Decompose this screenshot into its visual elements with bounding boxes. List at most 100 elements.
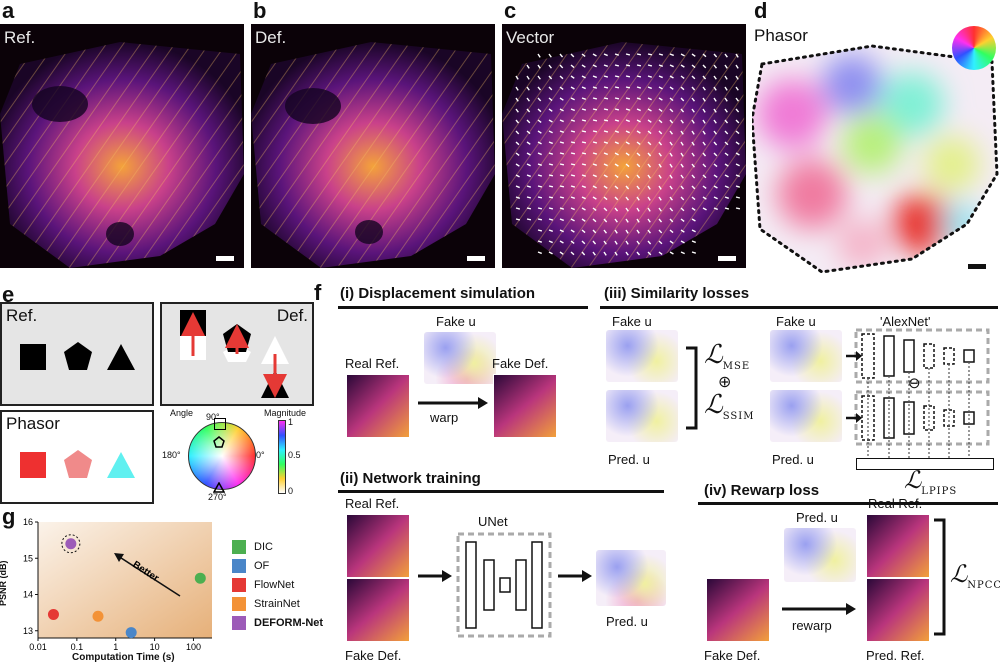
vector-arrow bbox=[647, 163, 652, 168]
vector-arrow bbox=[603, 53, 608, 57]
vector-arrow bbox=[647, 251, 652, 256]
vector-arrow bbox=[559, 163, 565, 166]
vector-arrow bbox=[559, 141, 565, 144]
fake-deformed-tile bbox=[493, 374, 557, 438]
x-tick-label: 1 bbox=[113, 642, 118, 652]
vector-arrow bbox=[548, 86, 553, 91]
vector-arrow bbox=[735, 97, 739, 102]
fake-deformed-tile-ii bbox=[346, 578, 410, 642]
vector-arrow bbox=[636, 207, 640, 212]
vector-arrow bbox=[735, 130, 740, 135]
vector-arrow bbox=[526, 218, 532, 221]
vector-arrow bbox=[680, 240, 685, 244]
vector-arrow bbox=[592, 108, 598, 111]
vector-arrow bbox=[680, 251, 685, 255]
vector-arrow bbox=[581, 152, 587, 155]
vector-arrow bbox=[603, 207, 608, 212]
vector-arrow bbox=[724, 75, 728, 80]
vector-arrow bbox=[647, 218, 651, 223]
vector-arrow bbox=[691, 108, 695, 113]
vector-arrow bbox=[735, 163, 740, 167]
chart-legend: DIC OF FlowNet StrainNet DEFORM-Net bbox=[232, 540, 323, 640]
vector-arrow bbox=[537, 229, 543, 232]
pred-u-label-ii: Pred. u bbox=[606, 614, 648, 629]
vector-arrow bbox=[658, 75, 663, 79]
vector-arrow bbox=[614, 141, 619, 145]
y-tick-label: 13 bbox=[23, 626, 33, 636]
vector-arrow bbox=[647, 174, 651, 179]
vector-arrow bbox=[526, 86, 530, 91]
y-tick-label: 15 bbox=[23, 553, 33, 563]
vector-arrow bbox=[581, 174, 587, 177]
vector-arrow bbox=[680, 207, 685, 212]
real-reference-tile-iv bbox=[866, 514, 930, 578]
vector-arrow bbox=[702, 141, 706, 146]
real-reference-tile bbox=[346, 374, 410, 438]
vector-arrow bbox=[592, 141, 598, 144]
vector-arrow bbox=[713, 196, 718, 200]
vector-arrow bbox=[548, 229, 554, 232]
fake-def-label: Fake Def. bbox=[492, 356, 549, 371]
vector-arrow bbox=[526, 207, 532, 210]
reference-label: Ref. bbox=[6, 306, 38, 325]
vector-arrow bbox=[526, 163, 531, 167]
vector-arrow bbox=[592, 163, 598, 166]
vector-arrow bbox=[680, 53, 685, 57]
vector-arrow bbox=[570, 108, 575, 112]
vector-arrow bbox=[713, 64, 718, 69]
vector-arrow bbox=[537, 240, 543, 243]
vector-arrow bbox=[559, 119, 564, 123]
square-shape bbox=[20, 344, 46, 370]
vector-arrow bbox=[614, 240, 618, 245]
lpips-subscript: LPIPS bbox=[921, 485, 958, 497]
vector-arrow bbox=[537, 141, 542, 145]
vector-arrow bbox=[603, 240, 607, 245]
vector-arrow bbox=[669, 108, 674, 113]
data-point-deform-net bbox=[65, 538, 77, 550]
vector-arrow bbox=[592, 130, 598, 133]
vector-arrow bbox=[724, 130, 729, 135]
vector-arrow bbox=[713, 207, 718, 211]
real-ref-label-iv: Real Ref. bbox=[868, 496, 923, 511]
vector-arrow bbox=[537, 163, 543, 166]
real-ref-label: Real Ref. bbox=[345, 356, 400, 371]
vector-arrow bbox=[713, 75, 717, 80]
vector-arrow bbox=[636, 130, 641, 134]
vector-arrow bbox=[625, 251, 629, 256]
section-iv-rule bbox=[698, 502, 998, 505]
fake-u-label: Fake u bbox=[612, 314, 652, 329]
ssim-subscript: SSIM bbox=[722, 411, 755, 423]
vector-arrow bbox=[548, 75, 553, 80]
vector-arrow bbox=[702, 53, 707, 58]
section-i-rule bbox=[338, 306, 588, 309]
vector-arrow bbox=[636, 185, 640, 190]
vector-arrow bbox=[636, 119, 641, 123]
angle-label: Angle bbox=[170, 408, 194, 418]
vector-arrow bbox=[625, 185, 630, 190]
vector-arrow bbox=[669, 53, 674, 57]
alexnet-label: 'AlexNet' bbox=[880, 314, 931, 329]
vector-arrow bbox=[537, 218, 543, 221]
section-iii-rule bbox=[600, 306, 998, 309]
vector-arrow bbox=[537, 97, 542, 102]
vector-arrow bbox=[636, 108, 641, 112]
vector-arrow bbox=[570, 196, 576, 199]
vector-arrow bbox=[614, 119, 620, 122]
vector-arrow bbox=[702, 174, 707, 179]
vector-arrow bbox=[636, 240, 640, 245]
vector-arrow bbox=[592, 196, 597, 200]
pentagon-shape bbox=[64, 342, 92, 370]
angle-90-label: 90° bbox=[206, 412, 220, 422]
vector-arrow bbox=[713, 97, 717, 102]
vector-arrow bbox=[680, 152, 684, 157]
vector-arrow bbox=[570, 218, 575, 222]
vector-arrow bbox=[691, 174, 696, 179]
vector-arrow bbox=[625, 86, 631, 89]
panel-a-reference-image: Ref. bbox=[0, 24, 244, 268]
vector-arrow bbox=[603, 86, 609, 89]
legend-item: FlowNet bbox=[232, 578, 294, 592]
vector-arrow bbox=[548, 185, 554, 188]
warp-arrow-icon bbox=[418, 397, 488, 409]
alexnet-diagram bbox=[846, 328, 990, 458]
pred-u-label-iv: Pred. u bbox=[796, 510, 838, 525]
